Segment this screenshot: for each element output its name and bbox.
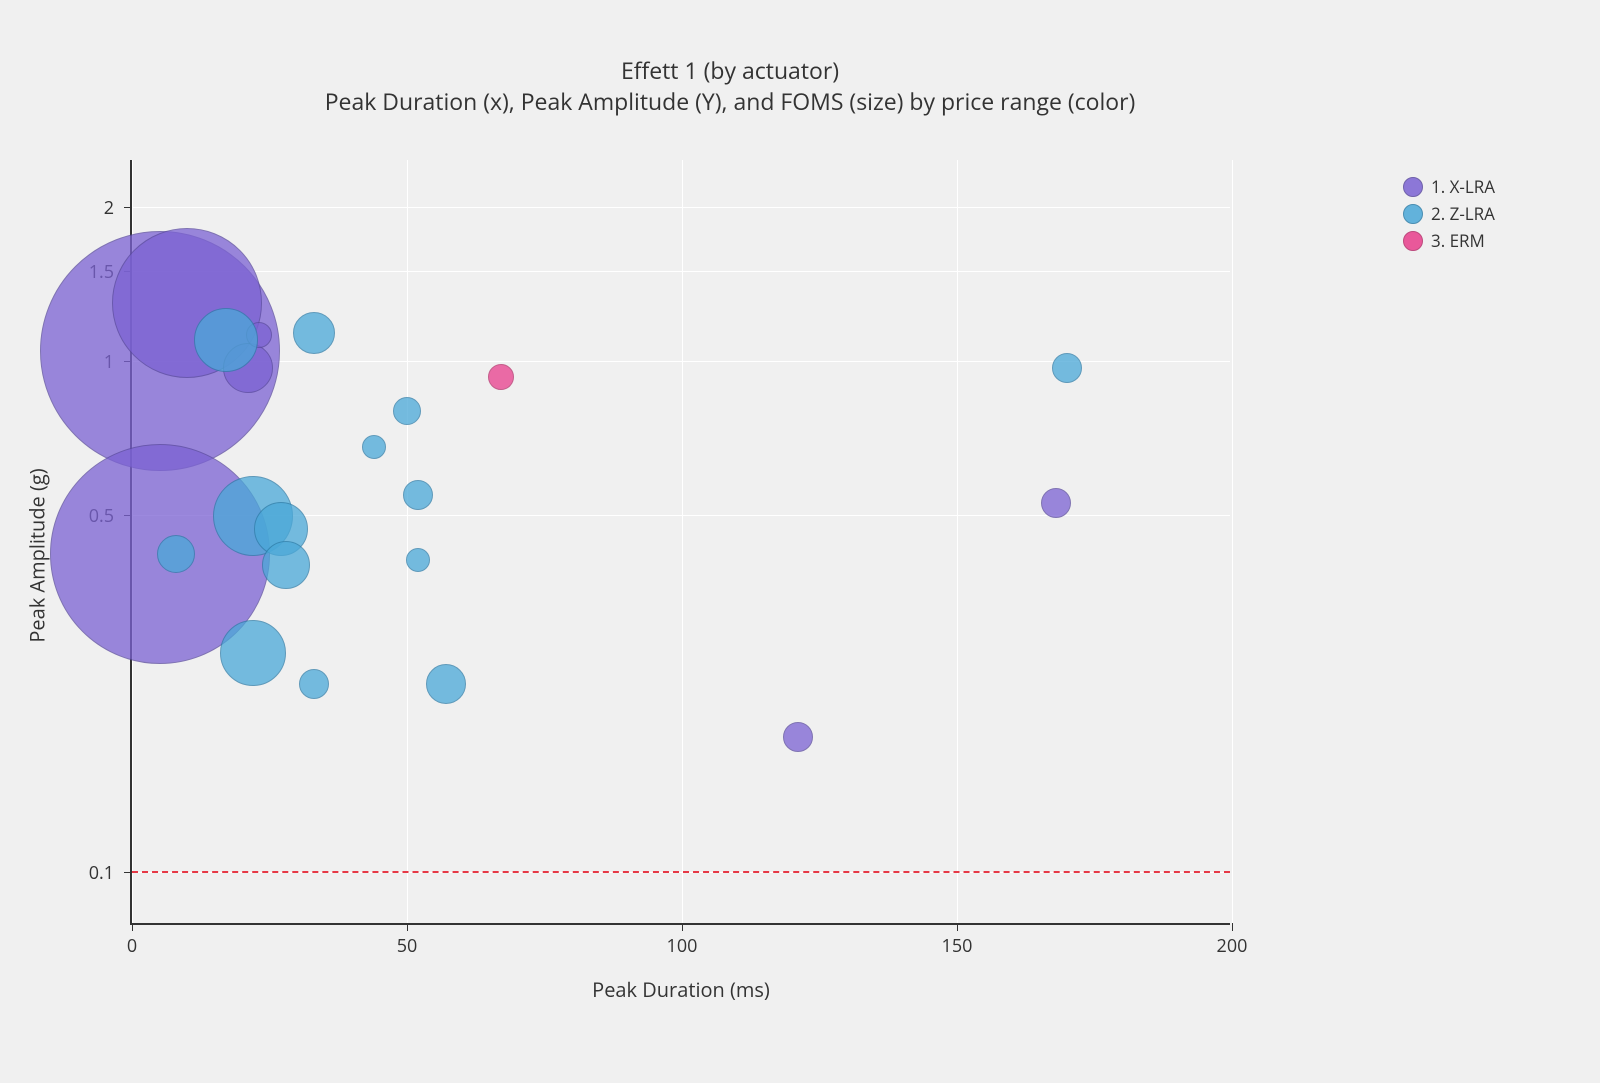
legend-item-zlra[interactable]: 2. Z-LRA — [1403, 202, 1495, 225]
title-line-2: Peak Duration (x), Peak Amplitude (Y), a… — [325, 85, 1136, 117]
title-line-1: Effett 1 (by actuator) — [621, 54, 839, 86]
x-tick-label: 200 — [1217, 934, 1248, 958]
legend-label: 2. Z-LRA — [1431, 202, 1495, 225]
x-tick — [132, 923, 133, 931]
data-bubble[interactable] — [783, 722, 813, 752]
x-axis-title: Peak Duration (ms) — [592, 976, 770, 1003]
y-tick — [124, 207, 132, 208]
y-tick-label: 0.1 — [89, 861, 114, 885]
legend-swatch-icon — [1403, 204, 1423, 224]
data-bubble[interactable] — [1041, 488, 1071, 518]
x-gridline — [682, 160, 683, 923]
data-bubble[interactable] — [426, 664, 466, 704]
x-tick — [1232, 923, 1233, 931]
x-tick-label: 150 — [942, 934, 973, 958]
x-tick-label: 50 — [397, 934, 418, 958]
chart-container: Effett 1 (by actuator) Peak Duration (x)… — [0, 0, 1600, 1083]
data-bubble[interactable] — [194, 308, 258, 372]
y-axis-title: Peak Amplitude (g) — [24, 468, 51, 642]
data-bubble[interactable] — [1052, 353, 1082, 383]
legend-label: 3. ERM — [1431, 229, 1485, 252]
data-bubble[interactable] — [362, 435, 386, 459]
data-bubble[interactable] — [403, 480, 433, 510]
legend-swatch-icon — [1403, 231, 1423, 251]
legend-label: 1. X-LRA — [1431, 175, 1495, 198]
reference-line — [132, 871, 1230, 873]
x-tick — [682, 923, 683, 931]
data-bubble[interactable] — [393, 397, 421, 425]
x-gridline — [1232, 160, 1233, 923]
y-gridline — [132, 207, 1230, 208]
data-bubble[interactable] — [293, 312, 335, 354]
data-bubble[interactable] — [157, 535, 195, 573]
y-gridline — [132, 271, 1230, 272]
legend-item-xlra[interactable]: 1. X-LRA — [1403, 175, 1495, 198]
data-bubble[interactable] — [262, 541, 310, 589]
plot-area[interactable]: 0501001502000.10.511.52Peak Duration (ms… — [130, 160, 1230, 925]
legend-swatch-icon — [1403, 177, 1423, 197]
y-tick-label: 2 — [104, 196, 114, 220]
y-tick — [124, 872, 132, 873]
x-tick-label: 100 — [667, 934, 698, 958]
data-bubble[interactable] — [488, 364, 514, 390]
chart-title: Effett 1 (by actuator) Peak Duration (x)… — [0, 55, 1460, 117]
x-gridline — [407, 160, 408, 923]
x-tick-label: 0 — [127, 934, 137, 958]
data-bubble[interactable] — [220, 620, 286, 686]
x-tick — [957, 923, 958, 931]
x-tick — [407, 923, 408, 931]
x-gridline — [957, 160, 958, 923]
data-bubble[interactable] — [299, 669, 329, 699]
legend-item-erm[interactable]: 3. ERM — [1403, 229, 1495, 252]
data-bubble[interactable] — [406, 548, 430, 572]
legend: 1. X-LRA 2. Z-LRA 3. ERM — [1403, 175, 1495, 256]
